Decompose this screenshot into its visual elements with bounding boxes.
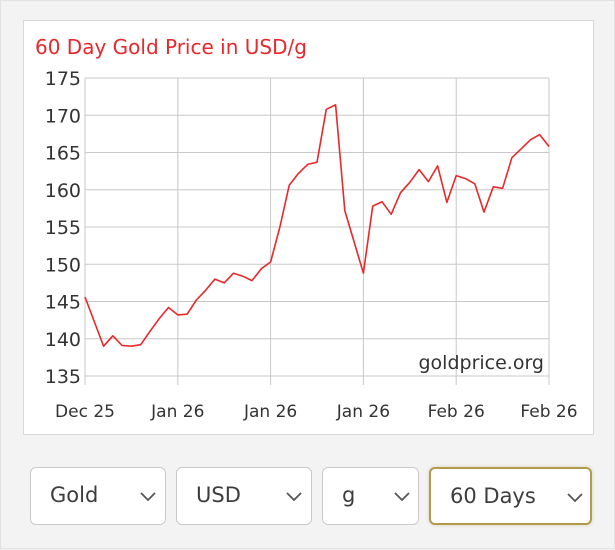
period-select-value: 60 Days bbox=[450, 484, 536, 508]
x-tick-label: Feb 26 bbox=[428, 402, 485, 422]
metal-select[interactable]: Gold bbox=[30, 467, 166, 525]
y-tick-label: 135 bbox=[45, 366, 81, 388]
y-tick-label: 160 bbox=[45, 180, 81, 202]
chart-title: 60 Day Gold Price in USD/g bbox=[35, 35, 307, 59]
chevron-down-icon bbox=[394, 492, 410, 502]
x-tick-label: Dec 25 bbox=[55, 402, 115, 422]
watermark: goldprice.org bbox=[418, 352, 544, 374]
y-tick-label: 165 bbox=[45, 143, 81, 165]
y-tick-label: 145 bbox=[45, 292, 81, 314]
y-tick-label: 175 bbox=[45, 68, 81, 90]
x-tick-label: Feb 26 bbox=[520, 402, 577, 422]
x-tick-label: Jan 26 bbox=[243, 402, 297, 422]
y-tick-label: 140 bbox=[45, 329, 81, 351]
y-axis: 175 170 165 160 155 150 145 140 135 bbox=[45, 68, 81, 388]
unit-select[interactable]: g bbox=[322, 467, 419, 525]
currency-select[interactable]: USD bbox=[176, 467, 312, 525]
y-tick-label: 170 bbox=[45, 105, 81, 127]
metal-select-value: Gold bbox=[50, 483, 99, 507]
chart-panel: 60 Day Gold Price in USD/g 175 170 165 160 1… bbox=[23, 20, 594, 435]
x-tick-label: Jan 26 bbox=[150, 402, 204, 422]
currency-select-value: USD bbox=[196, 483, 241, 507]
y-tick-label: 150 bbox=[45, 254, 81, 276]
chart-grid bbox=[84, 77, 550, 385]
price-series-line bbox=[84, 104, 550, 348]
x-axis: Dec 25 Jan 26 Jan 26 Jan 26 Feb 26 Feb 26 bbox=[55, 402, 578, 422]
chevron-down-icon bbox=[286, 492, 302, 502]
y-tick-label: 155 bbox=[45, 217, 81, 239]
chevron-down-icon bbox=[140, 492, 156, 502]
period-select[interactable]: 60 Days bbox=[429, 467, 592, 525]
chevron-down-icon bbox=[567, 493, 583, 503]
price-chart: 60 Day Gold Price in USD/g 1751701651601… bbox=[35, 35, 578, 422]
unit-select-value: g bbox=[342, 483, 356, 507]
x-tick-label: Jan 26 bbox=[336, 402, 390, 422]
